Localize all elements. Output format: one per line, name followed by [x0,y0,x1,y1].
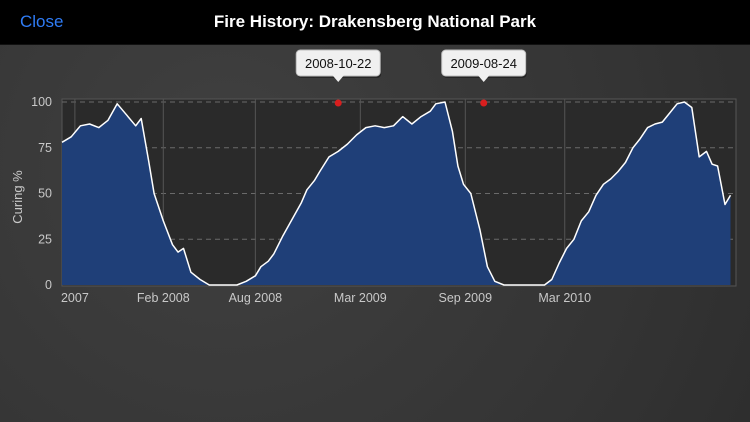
y-axis-title: Curing % [10,170,25,224]
fire-marker [480,99,488,107]
callout-date: 2008-10-22 [305,56,372,71]
callout-pointer [477,75,490,82]
curing-line [61,101,732,286]
x-tick-label: Aug 2008 [229,291,283,305]
curing-area [62,102,731,285]
fire-annotations: 2008-10-22 2009-08-24 [295,49,527,107]
close-button[interactable]: Close [20,12,64,31]
x-tick-label: 2007 [61,291,89,305]
y-tick-label: 25 [38,232,52,246]
page-title: Fire History: Drakensberg National Park [213,12,537,31]
fire-callout: 2008-10-22 [295,49,382,107]
x-axis-ticks: 2007 Feb 2008 Aug 2008 Mar 2009 Sep 2009 Mar … [61,291,591,305]
y-tick-label: 50 [38,187,52,201]
navigation-bar: Close Fire History: Drakensberg National… [0,0,750,45]
x-tick-label: Mar 2010 [538,291,591,305]
fire-marker [334,99,342,107]
y-tick-label: 75 [38,141,52,155]
curing-chart: 0 25 50 75 100 2007 Feb 2008 Aug 2008 Mar 2009 S… [10,49,737,305]
x-tick-label: Feb 2008 [137,291,190,305]
fire-callout: 2009-08-24 [441,49,527,107]
callout-date: 2009-08-24 [450,56,517,71]
x-tick-label: Mar 2009 [334,291,387,305]
x-tick-label: Sep 2009 [439,291,493,305]
y-tick-label: 100 [31,95,52,109]
y-tick-label: 0 [45,278,52,292]
callout-pointer [332,75,345,82]
y-axis-ticks: 0 25 50 75 100 [31,95,52,292]
